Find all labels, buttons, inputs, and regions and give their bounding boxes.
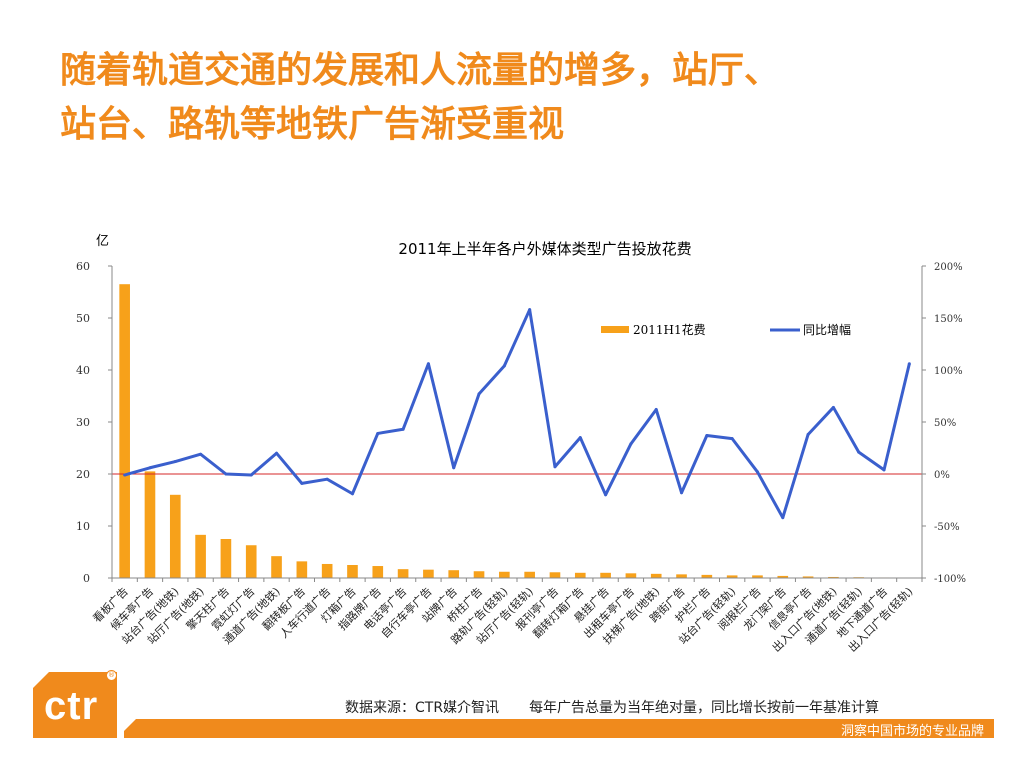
growth-point-32: [907, 362, 911, 366]
left-tick-label: 50: [76, 312, 90, 325]
bar-4: [195, 534, 206, 578]
growth-line: [124, 308, 911, 520]
bar-15: [473, 571, 485, 578]
tagline-bar: [124, 719, 994, 738]
bar-29: [828, 576, 839, 578]
footer-note: 数据来源：CTR媒介智讯 每年广告总量为当年绝对量，同比增长按前一年基准计算: [345, 697, 879, 717]
growth-point-6: [249, 473, 253, 477]
bar-7: [271, 556, 282, 578]
growth-point-23: [680, 491, 684, 495]
growth-point-9: [325, 477, 329, 481]
ctr-logo: [33, 672, 117, 738]
bar-series: [119, 284, 915, 579]
bar-9: [321, 563, 333, 578]
growth-point-21: [629, 442, 633, 446]
right-tick-label: 0%: [934, 470, 950, 481]
chart-title: 2011年上半年各户外媒体类型广告投放花费: [398, 240, 691, 258]
bar-5: [220, 539, 232, 578]
growth-point-25: [730, 437, 734, 441]
bar-21: [625, 573, 637, 578]
growth-point-26: [755, 470, 759, 474]
legend-line-label: 同比增幅: [803, 322, 851, 337]
legend-bar-swatch: [601, 326, 629, 333]
bar-19: [574, 572, 586, 578]
growth-point-10: [350, 492, 354, 496]
bar-2: [144, 471, 156, 578]
growth-point-16: [502, 364, 506, 368]
growth-line-series: [123, 308, 911, 520]
left-tick-label: 40: [76, 364, 90, 377]
growth-point-2: [148, 466, 152, 470]
bar-23: [676, 574, 687, 578]
bar-25: [726, 575, 738, 578]
growth-point-17: [528, 308, 532, 312]
right-tick-label: -100%: [934, 574, 966, 585]
growth-point-15: [477, 392, 481, 396]
left-tick-label: 20: [76, 468, 90, 481]
slide-title: 随着轨道交通的发展和人流量的增多，站厅、 站台、路轨等地铁广告渐受重视: [60, 44, 980, 152]
registered-mark-icon: ®: [106, 670, 117, 681]
growth-point-27: [781, 516, 785, 520]
bar-10: [347, 565, 358, 578]
note-text: 每年广告总量为当年绝对量，同比增长按前一年基准计算: [529, 700, 880, 716]
bar-20: [600, 572, 611, 578]
slide-title-line-2: 站台、路轨等地铁广告渐受重视: [60, 104, 565, 145]
chart-labels: 0102030405060-100%-50%0%50%100%150%200%看…: [76, 234, 966, 655]
growth-point-28: [806, 432, 810, 436]
legend-bar-label: 2011H1花费: [633, 322, 706, 337]
bar-8: [296, 561, 308, 578]
bar-6: [245, 545, 257, 578]
growth-point-8: [300, 481, 304, 485]
left-tick-label: 10: [76, 520, 90, 533]
growth-point-22: [654, 408, 658, 412]
bar-27: [777, 575, 789, 578]
bar-11: [372, 566, 384, 578]
growth-point-5: [224, 472, 228, 476]
growth-point-3: [173, 460, 177, 464]
bar-22: [650, 573, 662, 578]
growth-point-31: [882, 468, 886, 472]
bar-24: [701, 574, 713, 578]
chart-axes: [108, 265, 926, 582]
bar-28: [802, 576, 814, 578]
bar-13: [423, 569, 434, 578]
growth-point-30: [857, 450, 861, 454]
ctr-logo-text: ctr: [44, 684, 99, 728]
growth-point-4: [199, 452, 203, 456]
bar-26: [752, 575, 763, 578]
growth-point-18: [553, 465, 557, 469]
bar-16: [499, 571, 510, 578]
tagline-text: 洞察中国市场的专业品牌: [840, 724, 984, 739]
y-axis-unit-label: 亿: [96, 234, 109, 249]
growth-point-29: [831, 405, 835, 409]
growth-point-19: [578, 436, 582, 440]
chart-legend: 2011H1花费 同比增幅: [601, 322, 851, 337]
right-tick-label: 50%: [934, 418, 956, 429]
bar-18: [549, 572, 561, 578]
left-tick-label: 30: [76, 416, 90, 429]
left-tick-label: 0: [83, 572, 90, 585]
growth-point-20: [604, 493, 608, 497]
bar-17: [524, 571, 535, 578]
growth-point-1: [123, 473, 127, 477]
growth-point-11: [376, 431, 380, 435]
left-tick-label: 60: [76, 260, 90, 273]
growth-point-13: [426, 362, 430, 366]
right-tick-label: 100%: [934, 366, 963, 377]
bar-12: [397, 569, 409, 578]
bar-3: [169, 494, 181, 578]
bar-14: [448, 570, 460, 578]
right-tick-label: -50%: [934, 522, 960, 533]
growth-point-12: [401, 427, 405, 431]
bar-1: [119, 284, 130, 578]
source-text: 数据来源：CTR媒介智讯: [345, 700, 500, 716]
right-tick-label: 200%: [934, 262, 963, 273]
growth-point-24: [705, 434, 709, 438]
growth-point-7: [275, 451, 279, 455]
slide-title-line-1: 随着轨道交通的发展和人流量的增多，站厅、: [60, 50, 781, 91]
growth-point-14: [452, 466, 456, 470]
right-tick-label: 150%: [934, 314, 963, 325]
